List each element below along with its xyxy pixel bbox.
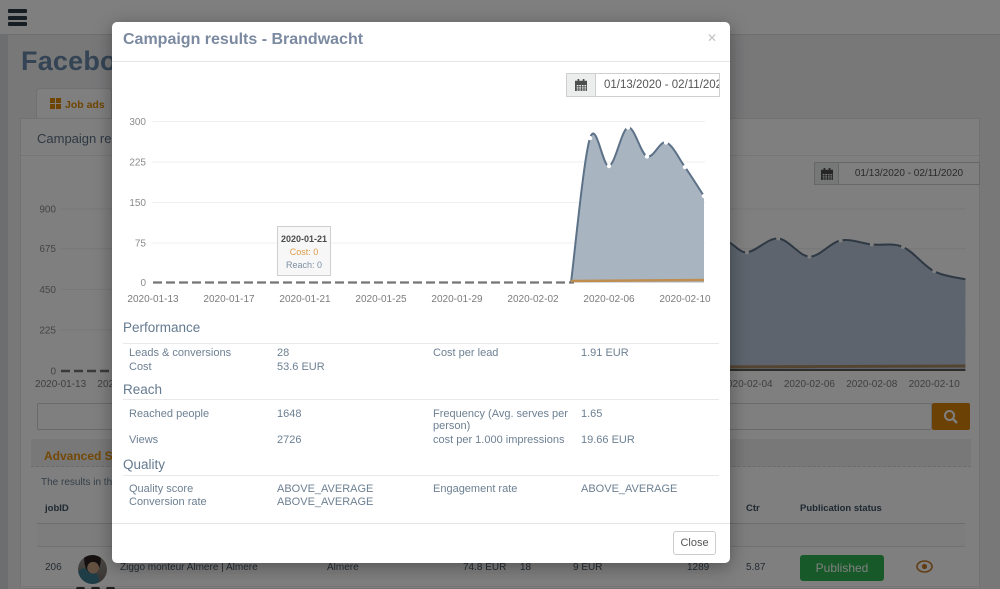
svg-text:300: 300 — [129, 117, 146, 128]
svg-text:75: 75 — [135, 239, 147, 250]
svg-text:225: 225 — [129, 158, 146, 169]
svg-text:2020-01-13: 2020-01-13 — [127, 294, 179, 305]
svg-text:2020-01-17: 2020-01-17 — [203, 294, 255, 305]
svg-text:2020-01-29: 2020-01-29 — [431, 294, 483, 305]
svg-text:2020-02-10: 2020-02-10 — [659, 294, 711, 305]
svg-text:150: 150 — [129, 198, 146, 209]
svg-text:2020-02-02: 2020-02-02 — [507, 294, 559, 305]
svg-text:2020-02-06: 2020-02-06 — [583, 294, 635, 305]
svg-text:2020-01-25: 2020-01-25 — [355, 294, 407, 305]
svg-text:0: 0 — [140, 278, 146, 289]
svg-text:2020-01-21: 2020-01-21 — [279, 294, 331, 305]
